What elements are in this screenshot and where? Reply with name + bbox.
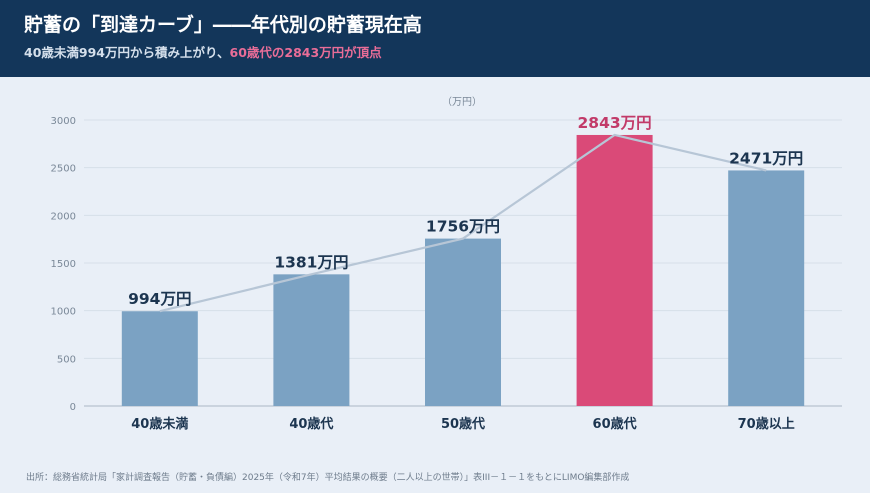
bar	[121, 311, 198, 406]
page-title: 貯蓄の「到達カーブ」――年代別の貯蓄現在高	[24, 14, 422, 36]
x-tick-label: 70歳以上	[738, 416, 795, 432]
y-tick-label: 500	[57, 354, 76, 365]
bar	[425, 238, 501, 406]
x-tick-label: 40歳代	[289, 416, 333, 432]
data-label: 994万円	[128, 290, 191, 308]
y-tick-label: 1500	[51, 259, 76, 270]
trend-line	[159, 133, 767, 313]
x-tick-label: 60歳代	[593, 416, 637, 432]
data-label: 2843万円	[578, 114, 652, 132]
subtitle-highlight: 60歳代の2843万円が頂点	[229, 45, 382, 60]
y-tick-label: 0	[70, 402, 76, 413]
header: 貯蓄の「到達カーブ」――年代別の貯蓄現在高 40歳未満994万円から積み上がり、…	[0, 0, 870, 77]
bar	[576, 134, 653, 406]
y-tick-label: 1000	[51, 307, 76, 318]
y-tick-label: 2000	[51, 211, 76, 222]
y-tick-label: 3000	[51, 116, 76, 127]
bar-chart: 0 500 1000 1500 2000 2500 3000 （万円） 994万円 1381万円 1…	[51, 96, 842, 432]
y-tick-label: 2500	[51, 164, 76, 175]
source-note: 出所：総務省統計局「家計調査報告（貯蓄・負債編）2025年（令和7年）平均結果の…	[26, 473, 630, 483]
data-label: 1756万円	[426, 218, 500, 236]
x-tick-label: 50歳代	[441, 416, 485, 432]
data-label: 2471万円	[729, 149, 803, 167]
bar	[728, 170, 805, 406]
subtitle-text: 40歳未満994万円から積み上がり、	[24, 45, 230, 60]
page-subtitle: 40歳未満994万円から積み上がり、60歳代の2843万円が頂点	[24, 43, 870, 63]
x-tick-label: 40歳未満	[131, 416, 188, 432]
y-unit-label: （万円）	[442, 96, 482, 108]
data-label: 1381万円	[274, 253, 348, 271]
bar	[273, 274, 350, 406]
